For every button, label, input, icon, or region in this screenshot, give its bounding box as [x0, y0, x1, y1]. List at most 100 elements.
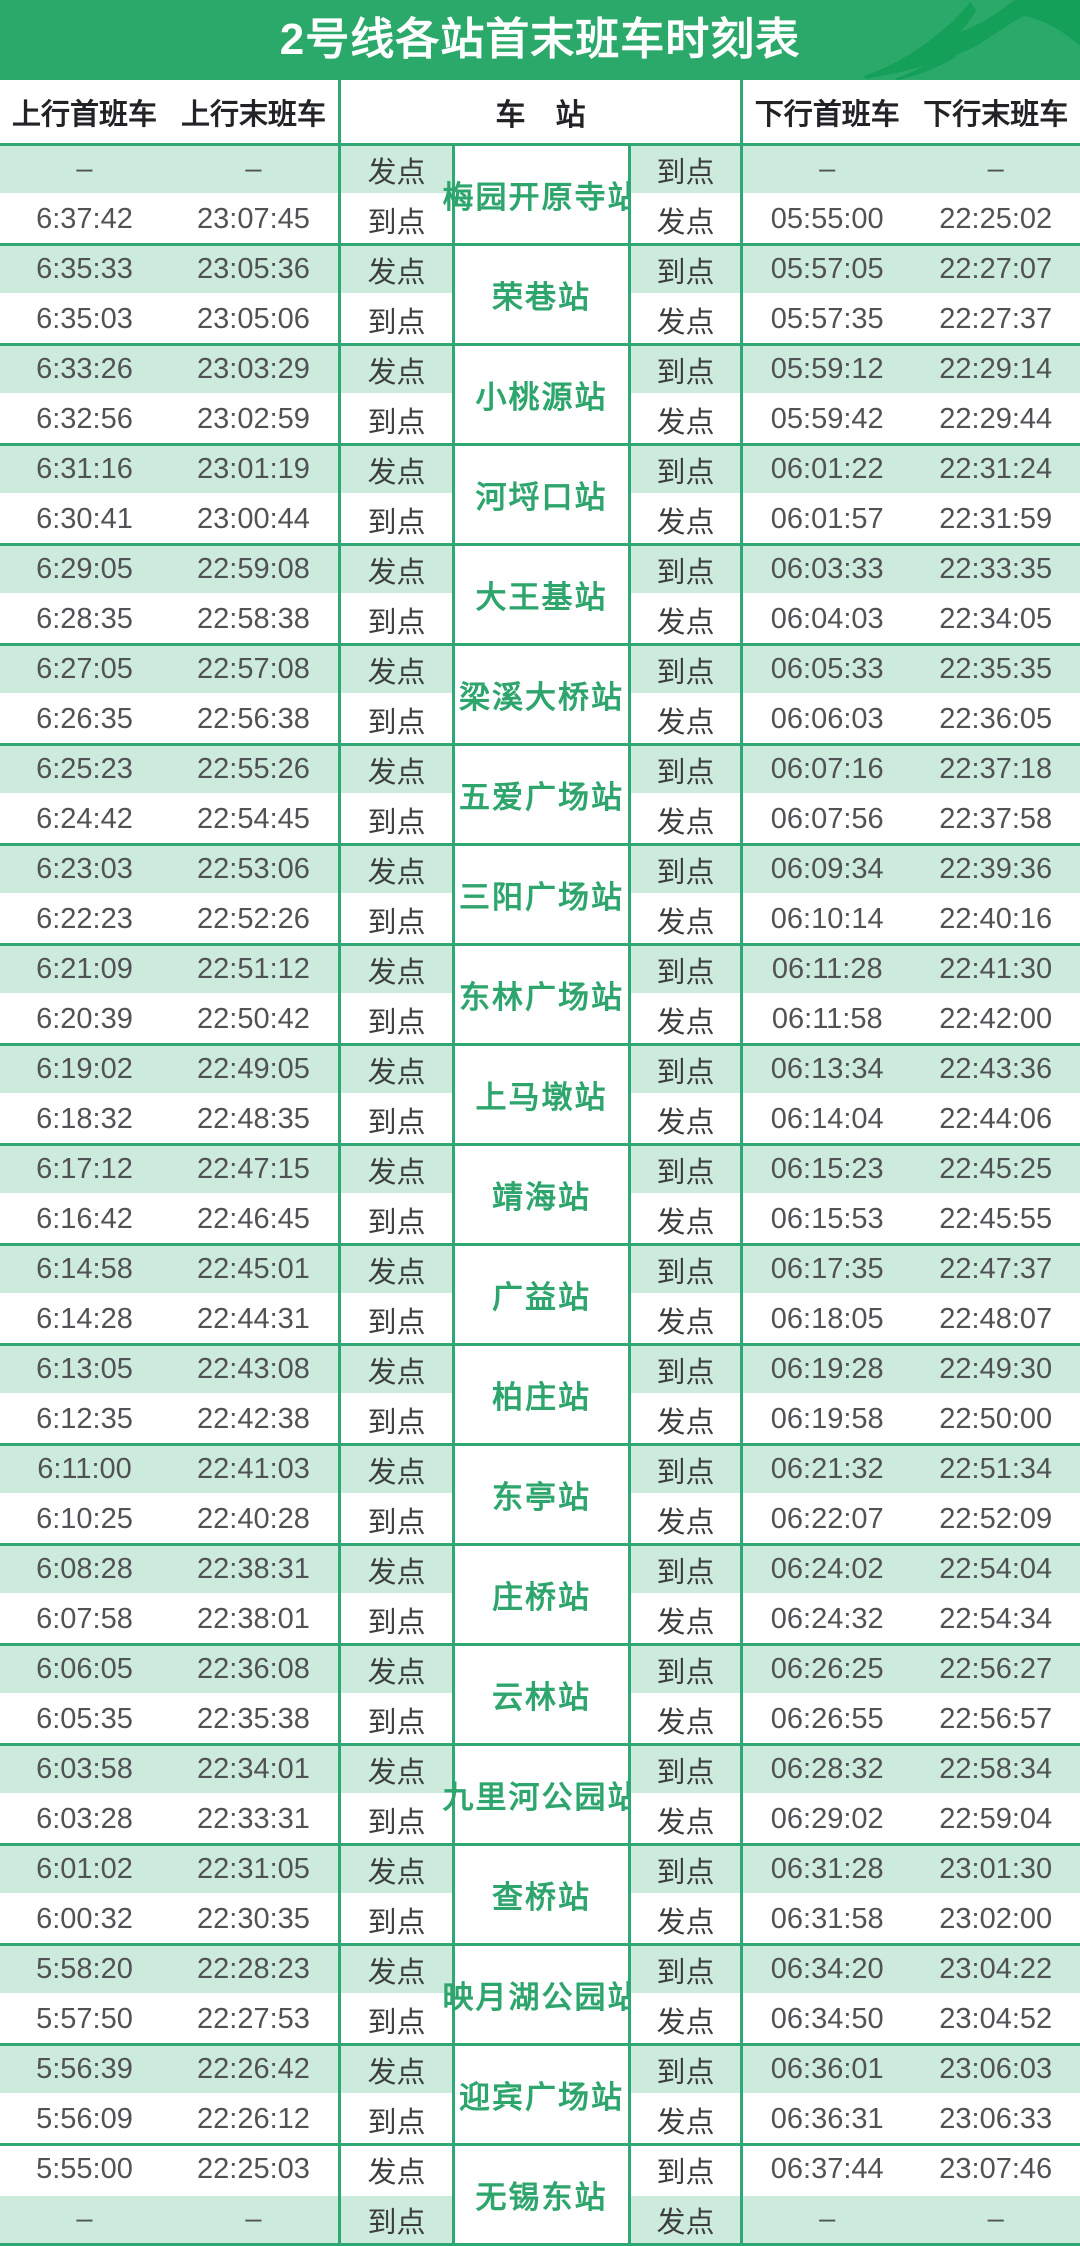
- down-first-time: 06:06:03: [770, 703, 884, 735]
- station-name: 东亭站: [492, 1480, 591, 1515]
- up-times-row: 6:05:35 22:35:38: [0, 1696, 338, 1743]
- up-times-section: 6:31:16 23:01:19 6:30:41 23:00:44: [0, 446, 338, 543]
- station-block: – –6:37:42 23:07:45 发点 到点 梅园开原寺站 到点 发点 – –05:55:0…: [0, 146, 1080, 246]
- row-gap: [743, 893, 1080, 896]
- up-mark-row: 到点: [341, 996, 452, 1043]
- up-mark-row: 到点: [341, 1096, 452, 1143]
- up-last-time: 22:41:03: [197, 1453, 310, 1485]
- up-times-row: 6:22:23 22:52:26: [0, 896, 338, 943]
- up-mark-label: 到点: [367, 1306, 426, 1339]
- down-times-section: 06:09:34 22:39:36 06:10:14 22:40:16: [743, 846, 1080, 943]
- up-last-time: 22:43:08: [197, 1353, 310, 1385]
- row-gap: [0, 893, 338, 896]
- down-times-row: 06:05:33 22:35:35: [743, 646, 1080, 693]
- down-times-section: – –05:55:00 22:25:02: [743, 146, 1080, 243]
- up-times-row: 6:37:42 23:07:45: [0, 196, 338, 243]
- down-last-time: –: [987, 2203, 1004, 2235]
- up-times-row: 6:17:12 22:47:15: [0, 1146, 338, 1193]
- station-block: 6:14:58 22:45:01 6:14:28 22:44:31 发点 到点 广益站 到点发…: [0, 1246, 1080, 1346]
- down-mark-row: 发点: [631, 1296, 740, 1343]
- up-first-time: 6:29:05: [36, 553, 133, 585]
- up-mark-column: 发点 到点: [338, 146, 455, 243]
- up-first-time: 6:21:09: [36, 953, 133, 985]
- down-mark-label: 发点: [656, 1206, 715, 1239]
- down-mark-label: 到点: [656, 356, 715, 389]
- row-gap: [0, 693, 338, 696]
- down-first-time: 06:01:22: [770, 453, 884, 485]
- row-gap: [631, 1793, 740, 1796]
- up-times-row: – –: [0, 146, 338, 193]
- row-gap: [631, 493, 740, 496]
- down-mark-row: 到点: [631, 1946, 740, 1993]
- station-block: 6:11:00 22:41:03 6:10:25 22:40:28 发点 到点 东亭站 到点发…: [0, 1446, 1080, 1546]
- down-mark-label: 到点: [656, 856, 715, 889]
- down-times-row: 06:31:28 23:01:30: [743, 1846, 1080, 1893]
- station-name: 上马墩站: [475, 1080, 608, 1115]
- down-mark-row: 发点: [631, 1096, 740, 1143]
- row-gap: [0, 1893, 338, 1896]
- down-times-section: 06:21:32 22:51:34 06:22:07 22:52:09: [743, 1446, 1080, 1543]
- down-first-time: 06:19:28: [770, 1353, 884, 1385]
- down-mark-row: 到点: [631, 446, 740, 493]
- down-times-row: 06:07:56 22:37:58: [743, 796, 1080, 843]
- down-first-time: 06:11:58: [771, 1003, 883, 1035]
- down-mark-label: 发点: [656, 906, 715, 939]
- down-mark-row: 发点: [631, 196, 740, 243]
- down-mark-row: 发点: [631, 696, 740, 743]
- down-mark-column: 到点 发点: [628, 346, 743, 443]
- down-first-time: 06:36:01: [770, 2053, 884, 2085]
- down-last-time: 22:56:57: [939, 1703, 1053, 1735]
- down-mark-row: 发点: [631, 1696, 740, 1743]
- down-first-time: –: [819, 2203, 836, 2235]
- down-first-time: 06:18:05: [770, 1303, 884, 1335]
- up-last-time: 22:49:05: [197, 1053, 310, 1085]
- down-times-section: 06:07:16 22:37:18 06:07:56 22:37:58: [743, 746, 1080, 843]
- up-mark-row: 到点: [341, 2096, 452, 2143]
- up-last-time: 22:25:03: [197, 2153, 310, 2185]
- down-mark-label: 发点: [656, 706, 715, 739]
- up-mark-label: 到点: [367, 2106, 426, 2139]
- down-mark-label: 发点: [656, 1506, 715, 1539]
- row-gap: [0, 2193, 338, 2196]
- down-mark-label: 发点: [656, 406, 715, 439]
- up-mark-label: 发点: [367, 1756, 426, 1789]
- up-times-section: 6:08:28 22:38:31 6:07:58 22:38:01: [0, 1546, 338, 1643]
- down-mark-row: 到点: [631, 1446, 740, 1493]
- up-first-time: 6:01:02: [36, 1853, 133, 1885]
- up-first-time: 5:56:39: [36, 2053, 133, 2085]
- row-gap: [341, 593, 452, 596]
- up-first-time: 6:33:26: [36, 353, 133, 385]
- up-mark-label: 发点: [367, 256, 426, 289]
- station-name-cell: 映月湖公园站: [443, 1946, 639, 2043]
- row-gap: [631, 1393, 740, 1396]
- down-mark-label: 到点: [656, 2056, 715, 2089]
- row-gap: [743, 1493, 1080, 1496]
- down-times-row: 06:03:33 22:33:35: [743, 546, 1080, 593]
- down-times-row: 06:15:23 22:45:25: [743, 1146, 1080, 1193]
- down-times-row: 06:18:05 22:48:07: [743, 1296, 1080, 1343]
- row-gap: [341, 393, 452, 396]
- row-gap: [743, 393, 1080, 396]
- up-times-row: 6:29:05 22:59:08: [0, 546, 338, 593]
- down-mark-row: 到点: [631, 1846, 740, 1893]
- up-last-time: 22:44:31: [197, 1303, 310, 1335]
- station-name-cell: 大王基站: [455, 546, 628, 643]
- up-first-time: 6:19:02: [36, 1053, 133, 1085]
- up-mark-label: 发点: [367, 556, 426, 589]
- up-times-row: 5:56:09 22:26:12: [0, 2096, 338, 2143]
- up-last-time: 22:45:01: [197, 1253, 310, 1285]
- down-mark-row: 到点: [631, 946, 740, 993]
- down-mark-row: 发点: [631, 796, 740, 843]
- station-block: 6:27:05 22:57:08 6:26:35 22:56:38 发点 到点 梁溪大桥站到…: [0, 646, 1080, 746]
- up-mark-row: 到点: [341, 1596, 452, 1643]
- down-mark-label: 到点: [656, 1456, 715, 1489]
- up-mark-row: 到点: [341, 1696, 452, 1743]
- down-mark-label: 到点: [656, 1356, 715, 1389]
- up-mark-row: 发点: [341, 1846, 452, 1893]
- up-times-row: 6:03:58 22:34:01: [0, 1746, 338, 1793]
- up-mark-row: 发点: [341, 1446, 452, 1493]
- up-times-section: 6:01:02 22:31:05 6:00:32 22:30:35: [0, 1846, 338, 1943]
- down-mark-row: 发点: [631, 1896, 740, 1943]
- down-mark-label: 到点: [656, 2156, 715, 2189]
